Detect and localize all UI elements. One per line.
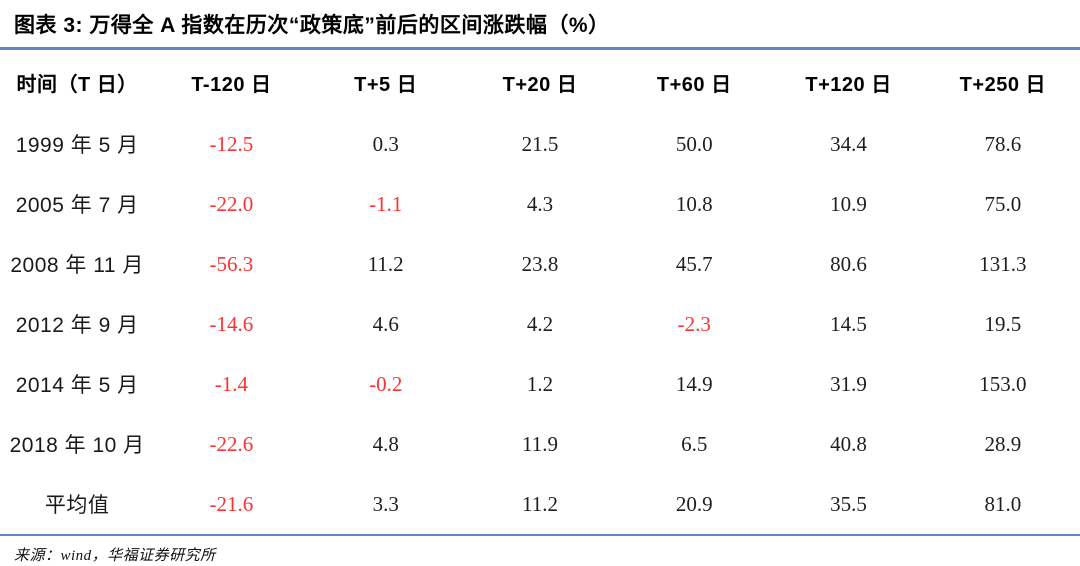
table-body: 1999 年 5 月 -12.5 0.3 21.5 50.0 34.4 78.6 2005 年… <box>0 114 1080 534</box>
value-cell: 4.3 <box>526 191 554 216</box>
column-header: T+60 日 <box>656 73 732 96</box>
value-cell: 4.2 <box>526 311 554 336</box>
value-cell: 50.0 <box>675 131 713 156</box>
column-header: T+5 日 <box>354 73 418 96</box>
value-cell: 11.9 <box>521 431 558 456</box>
value-cell: -22.0 <box>209 191 254 216</box>
value-cell: -2.3 <box>677 311 711 336</box>
column-header: T+20 日 <box>502 73 578 96</box>
value-cell: 23.8 <box>521 251 559 276</box>
value-cell: 20.9 <box>675 491 713 516</box>
column-header: 时间（T 日） <box>16 73 138 96</box>
table-row: 2008 年 11 月 -56.3 11.2 23.8 45.7 80.6 131.3 <box>0 234 1080 294</box>
value-cell: -1.4 <box>214 371 249 396</box>
value-cell: -1.1 <box>369 191 403 216</box>
table-row: 2012 年 9 月 -14.6 4.6 4.2 -2.3 14.5 19.5 <box>0 294 1080 354</box>
value-cell: 14.5 <box>830 311 867 336</box>
value-cell: -22.6 <box>209 431 254 456</box>
value-cell: 10.8 <box>675 191 713 216</box>
source-note: 来源：wind，华福证券研究所 <box>14 548 216 564</box>
value-cell: 75.0 <box>984 191 1022 216</box>
table-header-row: 时间（T 日） T-120 日 T+5 日 T+20 日 T+60 日 T+120 日 T+… <box>0 50 1080 114</box>
value-cell: 14.9 <box>675 371 713 396</box>
value-cell: 1.2 <box>526 371 554 396</box>
table-row: 1999 年 5 月 -12.5 0.3 21.5 50.0 34.4 78.6 <box>0 114 1080 174</box>
value-cell: 19.5 <box>984 311 1022 336</box>
value-cell: 131.3 <box>979 251 1027 276</box>
value-cell: 31.9 <box>830 371 867 396</box>
value-cell: -12.5 <box>209 131 254 156</box>
value-cell: 80.6 <box>830 251 867 276</box>
value-cell: 78.6 <box>984 131 1022 156</box>
row-label: 2005 年 7 月 <box>15 194 139 217</box>
row-label: 2018 年 10 月 <box>9 434 145 457</box>
value-cell: 4.8 <box>372 431 399 456</box>
table-row: 2005 年 7 月 -22.0 -1.1 4.3 10.8 10.9 75.0 <box>0 174 1080 234</box>
value-cell: 11.2 <box>521 491 558 516</box>
row-label: 2008 年 11 月 <box>10 254 144 277</box>
value-cell: 21.5 <box>521 131 559 156</box>
value-cell: 0.3 <box>372 131 399 156</box>
figure-title: 图表 3: 万得全 A 指数在历次“政策底”前后的区间涨跌幅（%） <box>14 14 610 37</box>
value-cell: -21.6 <box>209 491 254 516</box>
table-header: 时间（T 日） T-120 日 T+5 日 T+20 日 T+60 日 T+120 日 T+… <box>0 50 1080 114</box>
top-divider-rule <box>0 47 1080 50</box>
row-label: 1999 年 5 月 <box>15 134 139 157</box>
returns-table: 时间（T 日） T-120 日 T+5 日 T+20 日 T+60 日 T+120 日 T+… <box>0 50 1080 534</box>
value-cell: 3.3 <box>372 491 399 516</box>
column-header: T-120 日 <box>191 73 272 96</box>
value-cell: -0.2 <box>369 371 403 396</box>
value-cell: 35.5 <box>830 491 867 516</box>
value-cell: 28.9 <box>984 431 1022 456</box>
column-header: T+250 日 <box>959 73 1046 96</box>
value-cell: 153.0 <box>979 371 1027 396</box>
value-cell: 34.4 <box>830 131 867 156</box>
bottom-divider-rule <box>0 534 1080 536</box>
value-cell: 40.8 <box>830 431 867 456</box>
value-cell: 10.9 <box>830 191 867 216</box>
value-cell: 45.7 <box>675 251 713 276</box>
row-label: 2012 年 9 月 <box>15 314 139 337</box>
value-cell: -14.6 <box>209 311 254 336</box>
value-cell: 6.5 <box>681 431 708 456</box>
value-cell: 4.6 <box>372 311 399 336</box>
value-cell: 81.0 <box>984 491 1022 516</box>
row-label: 平均值 <box>44 493 110 517</box>
table-row: 平均值 -21.6 3.3 11.2 20.9 35.5 81.0 <box>0 474 1080 534</box>
value-cell: -56.3 <box>209 251 254 276</box>
column-header: T+120 日 <box>805 73 892 96</box>
value-cell: 11.2 <box>367 251 404 276</box>
row-label: 2014 年 5 月 <box>15 374 139 397</box>
table-row: 2018 年 10 月 -22.6 4.8 11.9 6.5 40.8 28.9 <box>0 414 1080 474</box>
table-row: 2014 年 5 月 -1.4 -0.2 1.2 14.9 31.9 153.0 <box>0 354 1080 414</box>
